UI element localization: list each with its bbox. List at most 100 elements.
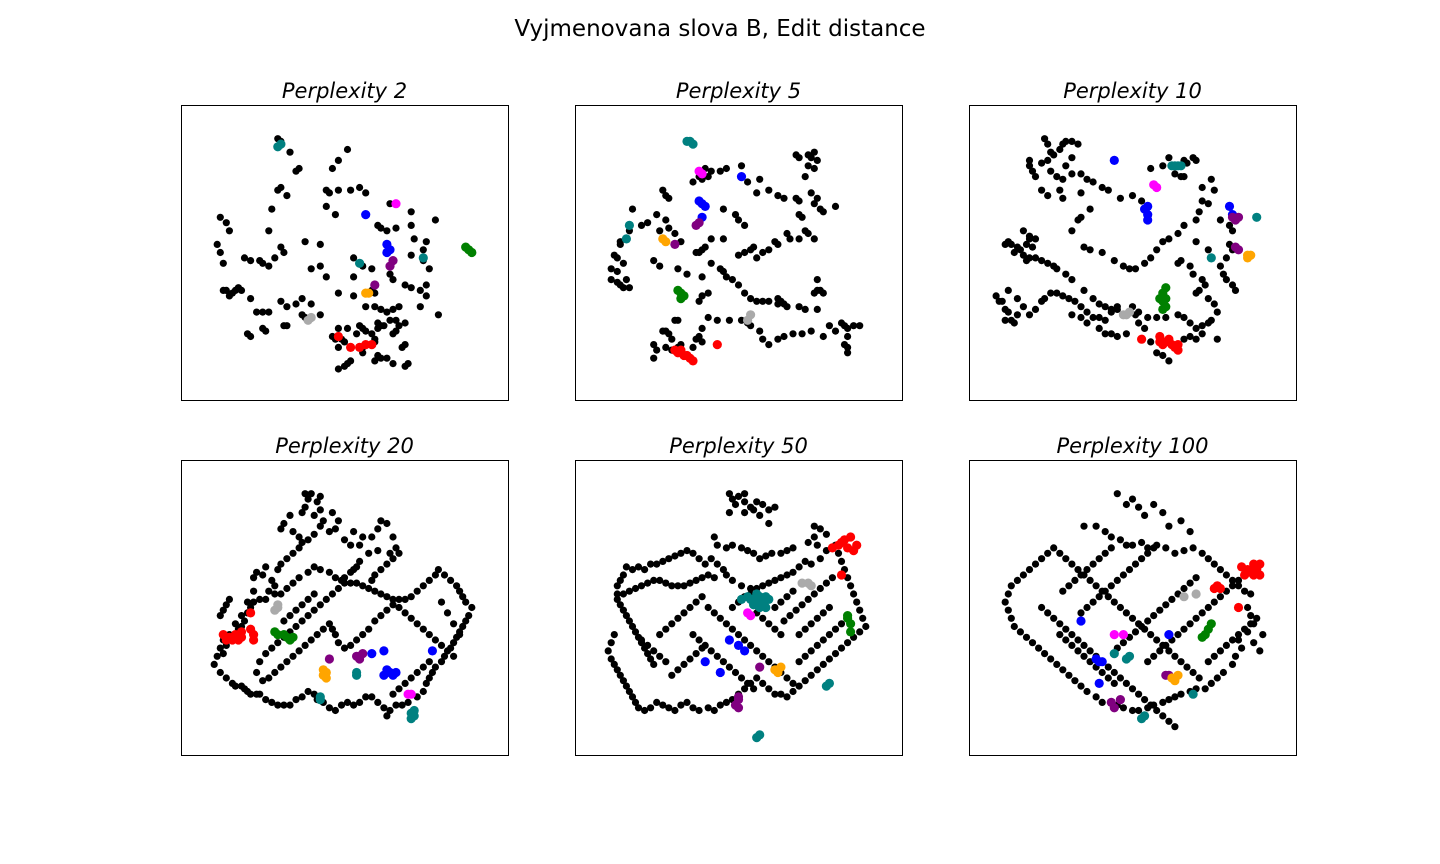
scatter-point [1113, 490, 1121, 498]
scatter-point [668, 335, 676, 343]
scatter-point [334, 639, 342, 647]
scatter-point [347, 568, 355, 576]
scatter-point [1128, 192, 1137, 200]
scatter-point [1056, 186, 1064, 194]
scatter-point [265, 227, 273, 235]
scatter-point [741, 289, 749, 297]
scatter-point [292, 167, 300, 175]
scatter-point [1089, 313, 1097, 322]
scatter-point [453, 582, 461, 590]
scatter-point [1010, 248, 1018, 257]
scatter-point [325, 189, 333, 197]
scatter-point [1118, 630, 1128, 640]
scatter-point [365, 549, 373, 557]
scatter-point [1110, 668, 1118, 677]
scatter-point [401, 319, 409, 327]
scatter-point [404, 698, 412, 707]
scatter-point [450, 652, 458, 660]
scatter-point [1198, 330, 1206, 338]
scatter-point [1083, 603, 1091, 612]
scatter-point [1192, 238, 1200, 246]
scatter-point [1086, 246, 1094, 254]
scatter-point [1062, 137, 1070, 145]
scatter-point [653, 211, 661, 219]
scatter-point [280, 248, 288, 257]
scatter-point [1222, 276, 1230, 284]
scatter-point [1109, 630, 1119, 640]
scatter-point [295, 533, 303, 541]
scatter-point [1104, 593, 1112, 601]
scatter-point [1068, 170, 1076, 178]
scatter-point [1158, 304, 1168, 314]
scatter-point [1098, 248, 1106, 257]
scatter-point [437, 598, 446, 606]
scatter-point [1188, 689, 1198, 699]
scatter-point [810, 590, 818, 598]
scatter-point [422, 238, 430, 246]
scatter-point [661, 237, 671, 247]
scatter-point [331, 211, 339, 219]
scatter-point [331, 574, 339, 582]
scatter-point [459, 622, 467, 631]
scatter-point [395, 549, 403, 557]
scatter-point [1113, 303, 1121, 311]
scatter-point [774, 192, 782, 200]
scatter-point [413, 668, 421, 677]
scatter-point [253, 668, 261, 677]
scatter-point [1180, 547, 1188, 555]
scatter-point [216, 213, 224, 221]
scatter-point [1019, 251, 1027, 259]
scatter-point [265, 308, 273, 316]
scatter-point [806, 581, 816, 591]
scatter-point [350, 254, 358, 262]
scatter-point [825, 603, 834, 612]
scatter-point [819, 636, 827, 644]
scatter-point [280, 617, 288, 625]
scatter-point [362, 303, 370, 311]
scatter-point [377, 517, 385, 525]
scatter-point [1053, 289, 1061, 297]
scatter-point [1204, 200, 1212, 208]
scatter-point [316, 506, 324, 514]
scatter-point [440, 652, 449, 660]
scatter-point [1044, 156, 1052, 164]
scatter-point [1086, 647, 1094, 655]
scatter-point [1107, 582, 1115, 590]
scatter-point [716, 167, 724, 175]
scatter-point [722, 164, 731, 173]
scatter-point [719, 566, 728, 574]
scatter-point [1179, 592, 1189, 602]
scatter-point [1222, 571, 1230, 579]
scatter-point [789, 687, 797, 696]
scatter-point [1101, 316, 1109, 324]
scatter-point [277, 525, 285, 533]
scatter-point [644, 650, 652, 658]
scatter-point [650, 576, 658, 585]
scatter-point [607, 639, 615, 647]
scatter-point [807, 620, 815, 628]
scatter-point [386, 316, 394, 324]
scatter-point [722, 698, 731, 707]
scatter-point [837, 644, 846, 652]
scatter-point [695, 555, 703, 563]
scatter-point [807, 671, 815, 679]
scatter-point [713, 560, 721, 568]
scatter-point [804, 151, 812, 159]
scatter-point [713, 316, 721, 324]
scatter-point [307, 300, 315, 308]
scatter-point [316, 262, 324, 270]
scatter-point [710, 533, 718, 541]
scatter-point [737, 582, 746, 590]
scatter-point [753, 674, 761, 682]
scatter-point [698, 292, 706, 300]
scatter-point [801, 557, 809, 566]
scatter-point [379, 670, 389, 680]
scatter-point [304, 568, 312, 576]
scatter-point [662, 579, 670, 587]
scatter-point [310, 563, 318, 571]
scatter-point [683, 547, 691, 555]
scatter-point [662, 343, 670, 351]
scatter-point [1038, 186, 1046, 194]
scatter-point [744, 547, 752, 555]
scatter-point [1119, 571, 1127, 579]
